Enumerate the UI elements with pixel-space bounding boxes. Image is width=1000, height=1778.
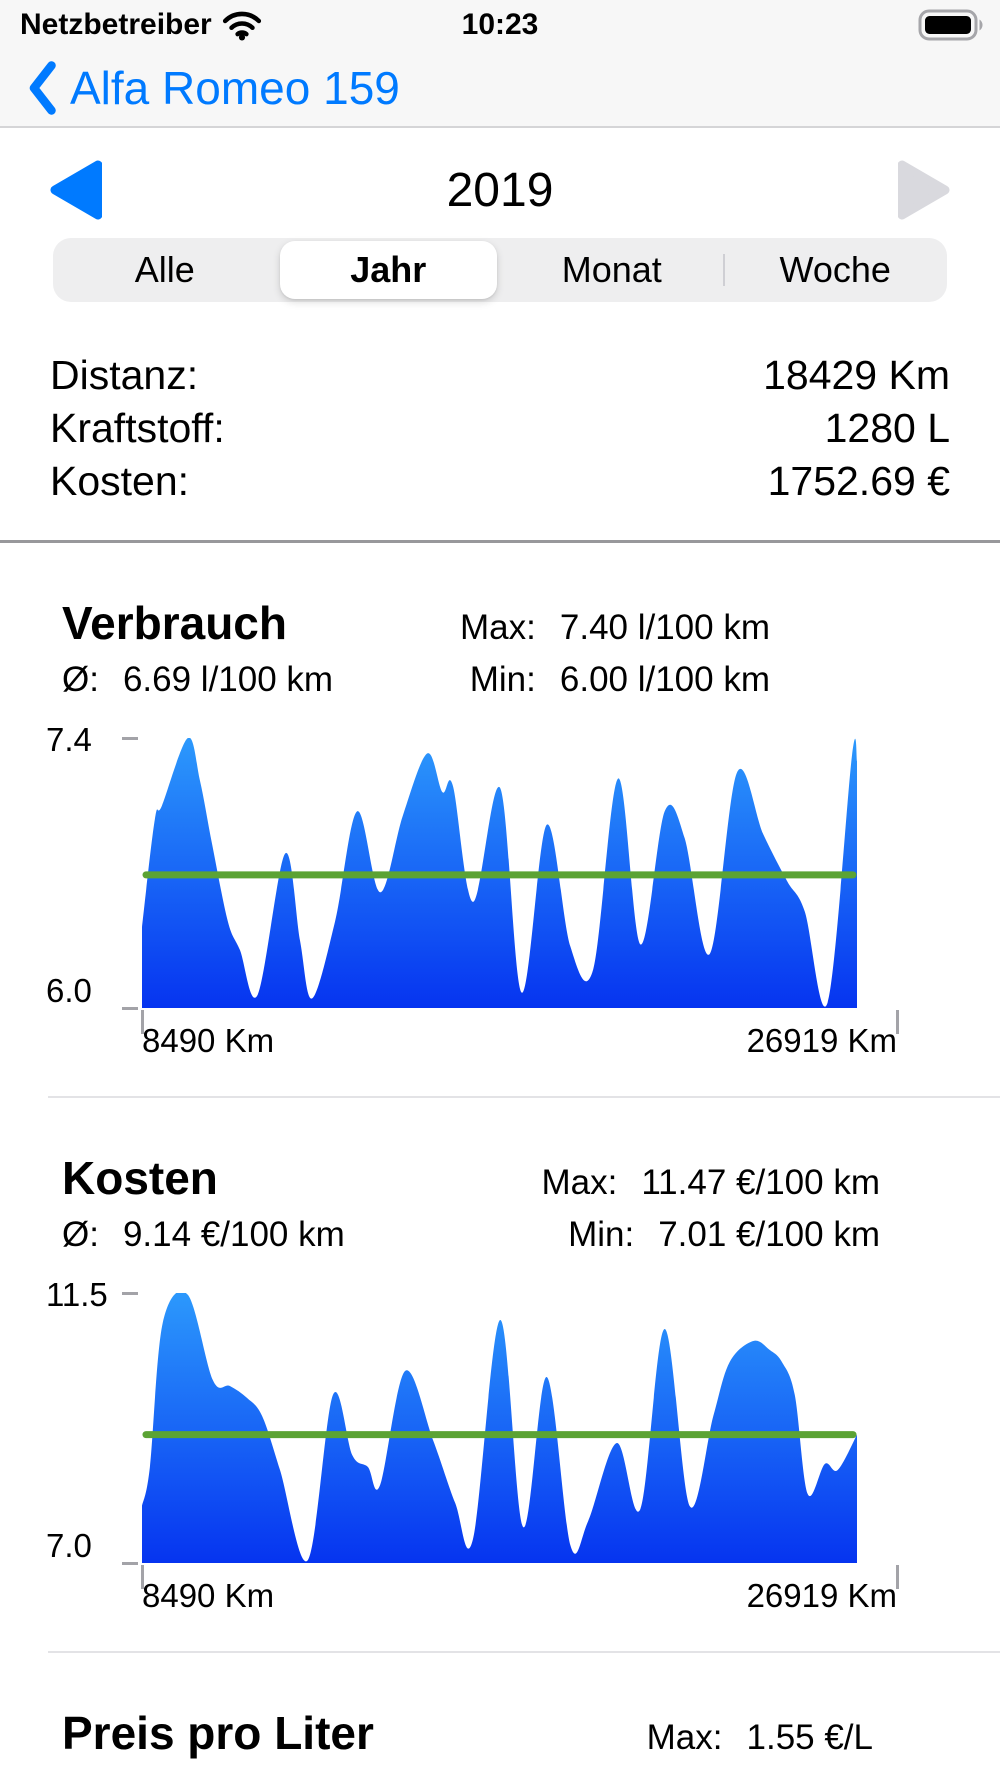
stat-value: 1280 L [824, 405, 950, 451]
y-axis-max-label: 7.4 [46, 721, 92, 758]
status-left: Netzbetreiber [20, 8, 262, 42]
chart-max-row: Max: 11.47 €/100 km [541, 1164, 880, 1202]
y-axis-max-label: 11.5 [46, 1276, 108, 1313]
x-axis-end-label: 26919 Km [746, 1022, 897, 1059]
stat-label: Distanz: [50, 352, 199, 398]
chart-section-kosten: Kosten Max: 11.47 €/100 km Ø: 9.14 €/100… [0, 1098, 1000, 1615]
min-value: 6.00 l/100 km [559, 660, 770, 699]
max-label: Max: [541, 1163, 618, 1202]
overview-stats: Distanz: 18429 Km Kraftstoff: 1280 L Kos… [0, 302, 1000, 528]
chart-title: Verbrauch [62, 597, 287, 649]
min-label: Min: [469, 660, 536, 699]
stat-value: 18429 Km [763, 352, 950, 398]
average-value: 6.69 l/100 km [122, 660, 334, 699]
back-button[interactable]: Alfa Romeo 159 [28, 61, 400, 115]
min-value: 7.01 €/100 km [658, 1215, 880, 1254]
chart-average-row: Ø: 6.69 l/100 km [62, 661, 460, 699]
section-divider [48, 1096, 1000, 1098]
period-label: 2019 [446, 163, 554, 217]
segment-divider [722, 254, 725, 286]
x-axis-end-label: 26919 Km [746, 1577, 897, 1614]
stat-row-cost: Kosten: 1752.69 € [50, 458, 950, 504]
chart-section-preis-pro-liter: Preis pro Liter Max: 1.55 €/L [0, 1653, 1000, 1757]
max-label: Max: [460, 608, 536, 647]
back-label: Alfa Romeo 159 [70, 62, 400, 114]
stat-label: Kosten: [50, 458, 190, 504]
segment-alle[interactable]: Alle [134, 249, 195, 290]
average-label: Ø: [62, 1215, 99, 1254]
stat-value: 1752.69 € [767, 458, 950, 504]
x-axis-end-tick [896, 1565, 899, 1589]
stat-label: Kraftstoff: [50, 405, 225, 451]
chart-header: Preis pro Liter Max: 1.55 €/L [0, 1709, 1000, 1757]
chart-min-row: Min: 7.01 €/100 km [568, 1216, 880, 1254]
y-axis-min-label: 7.0 [46, 1527, 92, 1564]
max-value: 11.47 €/100 km [641, 1163, 880, 1202]
status-time: 10:23 [461, 8, 539, 41]
segment-jahr[interactable]: Jahr [279, 241, 497, 299]
chart-canvas [142, 738, 857, 1008]
stat-row-fuel: Kraftstoff: 1280 L [50, 405, 950, 451]
chart-average-row: Ø: 9.14 €/100 km [62, 1216, 541, 1254]
y-axis-bottom-tick [122, 1562, 138, 1565]
section-divider-strong [0, 540, 1000, 543]
y-axis-top-tick [122, 737, 138, 740]
period-segmented-control: Alle Jahr Monat Woche [53, 238, 947, 302]
y-axis-bottom-tick [122, 1007, 138, 1010]
chart-canvas [142, 1293, 857, 1563]
x-axis-start-label: 8490 Km [142, 1022, 275, 1059]
x-axis-labels: 8490 Km 26919 Km [142, 1022, 897, 1060]
x-axis-start-label: 8490 Km [142, 1577, 275, 1614]
x-axis-end-tick [896, 1010, 899, 1034]
max-value: 7.40 l/100 km [559, 608, 770, 647]
carrier-label: Netzbetreiber [20, 8, 212, 41]
average-value: 9.14 €/100 km [122, 1215, 345, 1254]
status-bar: Netzbetreiber 10:23 [0, 0, 1000, 50]
chart-header: Kosten Max: 11.47 €/100 km Ø: 9.14 €/100… [0, 1154, 1000, 1254]
chart-max-row: Max: 7.40 l/100 km [460, 609, 770, 647]
max-label: Max: [646, 1718, 723, 1757]
max-value: 1.55 €/L [746, 1718, 874, 1757]
previous-period-button[interactable] [48, 159, 103, 221]
y-axis-top-tick [122, 1292, 138, 1295]
segment-woche[interactable]: Woche [779, 249, 891, 290]
area-chart-verbrauch: 7.4 6.0 [46, 723, 899, 1034]
next-period-button[interactable] [897, 159, 952, 221]
x-axis-labels: 8490 Km 26919 Km [142, 1577, 897, 1615]
navigation-bar: Alfa Romeo 159 [0, 50, 1000, 128]
section-divider [48, 1651, 1000, 1653]
segment-monat[interactable]: Monat [561, 249, 662, 290]
period-selector: 2019 [0, 148, 1000, 232]
area-chart-kosten: 11.5 7.0 [46, 1278, 899, 1589]
wifi-icon [222, 11, 261, 40]
average-label: Ø: [62, 660, 99, 699]
status-right [918, 9, 984, 41]
back-chevron-icon [29, 61, 56, 115]
y-axis-min-label: 6.0 [46, 972, 92, 1009]
chart-header: Verbrauch Max: 7.40 l/100 km Ø: 6.69 l/1… [0, 599, 1000, 699]
chart-min-row: Min: 6.00 l/100 km [470, 661, 770, 699]
chart-title: Kosten [62, 1152, 218, 1204]
chart-max-row: Max: 1.55 €/L [647, 1719, 873, 1757]
triangle-right-icon [897, 160, 950, 220]
x-axis-start-tick [141, 1565, 144, 1589]
x-axis-start-tick [141, 1010, 144, 1034]
battery-icon [918, 9, 983, 41]
content: 2019 Alle Jahr Monat Woche Distanz: 1842… [0, 148, 1000, 1757]
stat-row-distance: Distanz: 18429 Km [50, 352, 950, 398]
min-label: Min: [568, 1215, 635, 1254]
triangle-left-icon [50, 160, 103, 220]
chart-section-verbrauch: Verbrauch Max: 7.40 l/100 km Ø: 6.69 l/1… [0, 543, 1000, 1060]
chart-title: Preis pro Liter [62, 1707, 374, 1759]
